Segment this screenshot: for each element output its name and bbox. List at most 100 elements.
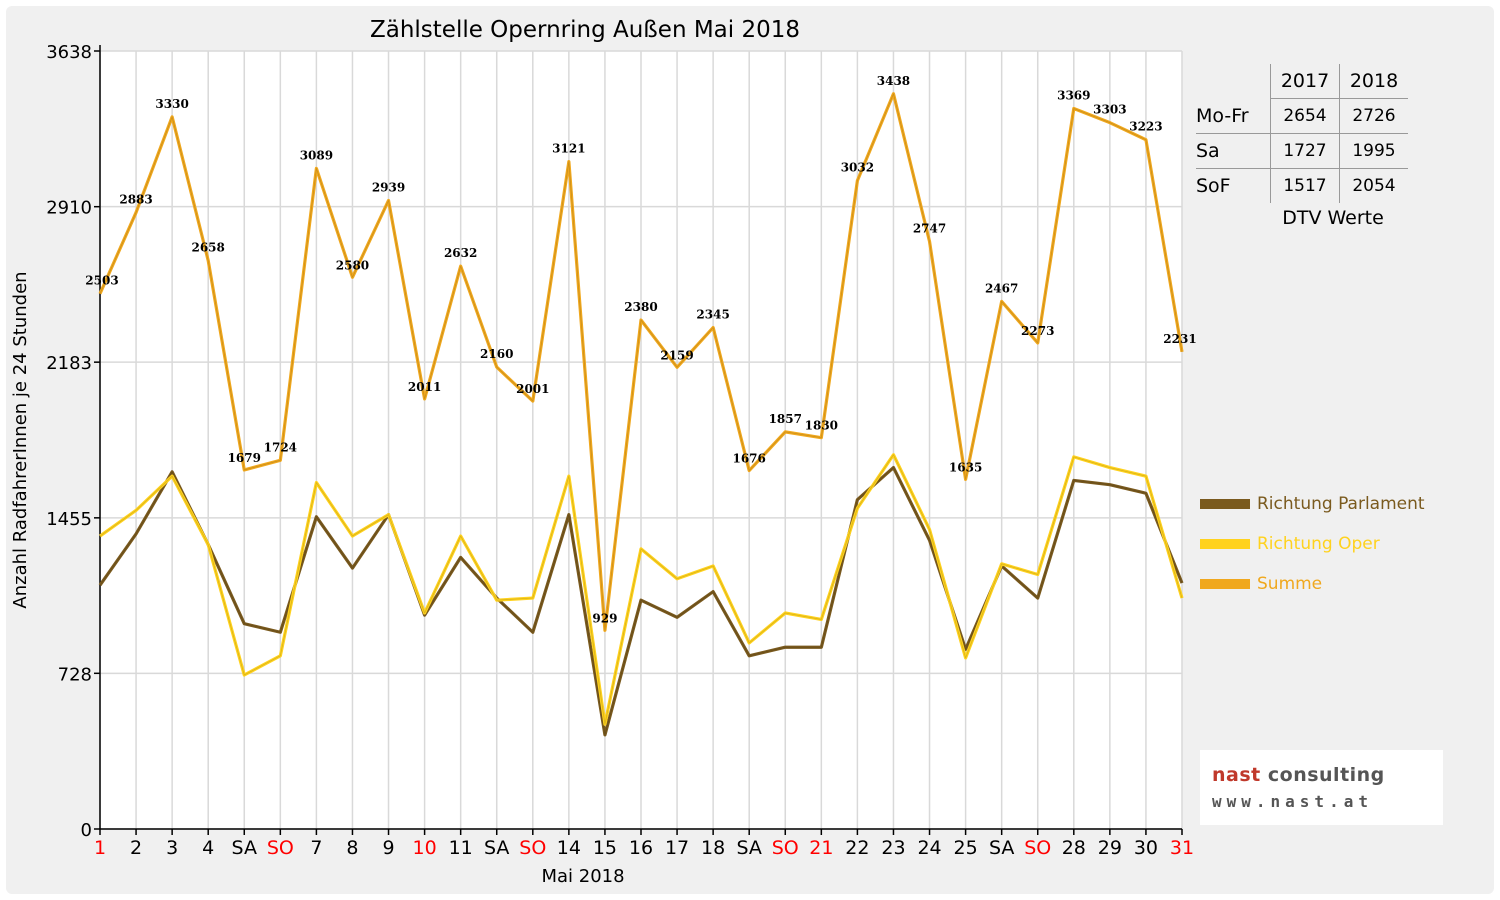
data-label: 2632 xyxy=(444,246,477,260)
legend-label: Richtung Parlament xyxy=(1257,494,1425,514)
x-tick-label: 10 xyxy=(413,837,437,859)
data-label: 929 xyxy=(592,611,617,625)
logo-name: nast consulting xyxy=(1212,764,1385,786)
x-tick-label: 28 xyxy=(1062,837,1086,859)
series-line-oper xyxy=(99,453,1184,726)
x-axis-label: Mai 2018 xyxy=(541,866,624,887)
data-label: 3223 xyxy=(1129,120,1162,134)
data-label: 2580 xyxy=(336,258,369,272)
series-line-core xyxy=(99,93,1183,631)
legend-swatch xyxy=(1200,539,1250,549)
x-tick-label: 22 xyxy=(845,837,869,859)
x-tick-label: 3 xyxy=(166,837,178,859)
legend-swatch xyxy=(1200,499,1250,509)
nast-consulting-logo: nast consulting www.nast.at xyxy=(1200,750,1443,825)
data-label: 3369 xyxy=(1057,89,1090,103)
x-tick-label: 7 xyxy=(310,837,322,859)
data-label: 2345 xyxy=(696,308,729,322)
data-label: 1857 xyxy=(769,412,802,426)
series-line-core xyxy=(99,454,1183,725)
x-tick-label: 11 xyxy=(449,837,473,859)
data-label: 2939 xyxy=(372,180,405,194)
x-tick-label: 29 xyxy=(1098,837,1122,859)
data-label: 1635 xyxy=(949,460,982,474)
data-label: 2658 xyxy=(191,241,224,255)
data-label: 2001 xyxy=(516,382,549,396)
legend-label: Richtung Oper xyxy=(1257,534,1380,554)
legend-swatch xyxy=(1200,579,1250,589)
data-label: 3438 xyxy=(877,74,910,88)
x-tick-label: 31 xyxy=(1170,837,1194,859)
dtv-caption: DTV Werte xyxy=(1282,207,1384,229)
x-tick-label: 24 xyxy=(917,837,941,859)
y-axis-label: Anzahl RadfahrerInnen je 24 Stunden xyxy=(10,271,31,608)
data-label: 2883 xyxy=(119,192,152,206)
data-label: 3303 xyxy=(1093,103,1126,117)
dtv-cell: 1517 xyxy=(1270,168,1340,203)
x-tick-label: 2 xyxy=(130,837,142,859)
dtv-table: 2017 2018 Mo-Fr 2654 2726 Sa 1727 1995 S… xyxy=(1196,64,1408,233)
data-label: 2159 xyxy=(660,348,693,362)
x-tick-label: SO xyxy=(267,837,294,859)
data-label: 2160 xyxy=(480,347,513,361)
data-label: 1724 xyxy=(264,440,297,454)
x-tick-label: 14 xyxy=(557,837,581,859)
dtv-row-label: Mo-Fr xyxy=(1196,98,1271,134)
x-tick-label: SA xyxy=(232,837,257,859)
data-label: 2380 xyxy=(624,300,657,314)
dtv-cell: 2654 xyxy=(1270,98,1340,134)
dtv-cell: 2726 xyxy=(1339,98,1408,134)
data-label: 1830 xyxy=(805,419,838,433)
series-line-summe xyxy=(98,92,1184,632)
data-label: 2467 xyxy=(985,281,1018,295)
x-tick-label: SO xyxy=(772,837,799,859)
dtv-cell: 2054 xyxy=(1339,168,1408,203)
dtv-row-label: Sa xyxy=(1196,133,1271,169)
x-tick-label: SO xyxy=(1024,837,1051,859)
data-label: 2231 xyxy=(1163,332,1196,346)
chart-title: Zählstelle Opernring Außen Mai 2018 xyxy=(370,17,800,43)
dtv-header-2017: 2017 xyxy=(1270,64,1340,99)
y-tick-label: 2910 xyxy=(46,198,92,219)
data-label: 2011 xyxy=(408,380,441,394)
x-tick-label: 25 xyxy=(954,837,978,859)
logo-url: www.nast.at xyxy=(1212,792,1373,811)
x-tick-label: 9 xyxy=(382,837,394,859)
data-label: 2747 xyxy=(913,222,946,236)
dtv-header-2018: 2018 xyxy=(1339,64,1408,99)
y-tick-label: 3638 xyxy=(46,42,92,63)
data-label: 1676 xyxy=(732,452,765,466)
data-label: 3032 xyxy=(841,161,874,175)
y-tick-label: 0 xyxy=(81,820,92,841)
x-tick-label: SA xyxy=(736,837,761,859)
dtv-cell: 1995 xyxy=(1339,133,1408,169)
x-tick-label: SA xyxy=(989,837,1014,859)
y-tick-label: 728 xyxy=(58,664,92,685)
logo-name-part: consulting xyxy=(1267,764,1385,786)
x-tick-label: SA xyxy=(484,837,509,859)
x-tick-label: SO xyxy=(519,837,546,859)
x-tick-label: 4 xyxy=(202,837,214,859)
dtv-header-empty xyxy=(1196,64,1271,99)
x-tick-label: 15 xyxy=(593,837,617,859)
data-label: 2273 xyxy=(1021,324,1054,338)
data-label: 2503 xyxy=(85,274,118,288)
legend-label: Summe xyxy=(1257,574,1323,594)
x-tick-label: 21 xyxy=(809,837,833,859)
data-label: 1679 xyxy=(228,451,261,465)
y-tick-label: 1455 xyxy=(46,509,92,530)
dtv-row-label: SoF xyxy=(1196,175,1231,197)
x-tick-label: 23 xyxy=(881,837,905,859)
data-label: 3330 xyxy=(155,97,188,111)
x-tick-label: 8 xyxy=(346,837,358,859)
x-tick-label: 18 xyxy=(701,837,725,859)
dtv-cell: 1727 xyxy=(1270,133,1340,169)
y-tick-label: 2183 xyxy=(46,353,92,374)
data-label: 3121 xyxy=(552,142,585,156)
x-tick-label: 1 xyxy=(94,837,106,859)
x-tick-label: 30 xyxy=(1134,837,1158,859)
x-tick-label: 17 xyxy=(665,837,689,859)
x-tick-label: 16 xyxy=(629,837,653,859)
data-label: 3089 xyxy=(300,148,333,162)
